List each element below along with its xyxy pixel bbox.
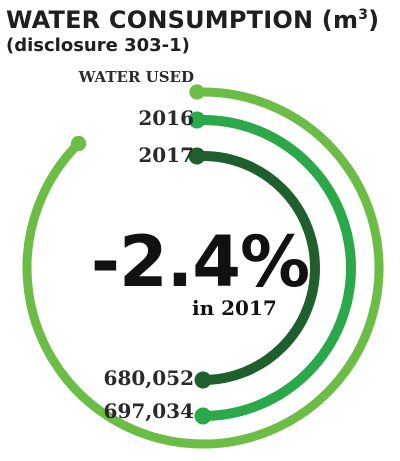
series-label-2016: 2016 [138, 106, 194, 130]
arc-2017 [202, 151, 320, 385]
chart-title-superscript: 3 [358, 7, 369, 23]
arc-water-used-start-dot [189, 84, 205, 100]
chart-subtitle: (disclosure 303-1) [6, 35, 190, 56]
chart-title-close: ) [368, 6, 380, 34]
arc-2017-start-dot [188, 147, 206, 165]
value-label-2017: 680,052 [104, 366, 194, 390]
arc-water-used [22, 87, 384, 449]
change-caption: in 2017 [192, 296, 277, 320]
arc-group [22, 84, 384, 449]
change-value: -2.4% [90, 221, 310, 303]
chart-title: WATER CONSUMPTION (m3) [6, 6, 379, 34]
chart-title-text: WATER CONSUMPTION (m [6, 6, 359, 34]
series-label-water-used: WATER USED [78, 68, 194, 86]
arc-2016-start-dot [188, 111, 206, 129]
label-group: WATER USED 2016 2017 680,052 697,034 [78, 68, 194, 423]
value-label-2016: 697,034 [104, 399, 195, 423]
series-label-2017: 2017 [138, 143, 194, 167]
arc-2017-end-dot [194, 371, 212, 389]
arc-2016-end-dot [194, 407, 212, 425]
arc-water-used-end-dot [70, 135, 87, 152]
arc-2016 [202, 115, 356, 421]
